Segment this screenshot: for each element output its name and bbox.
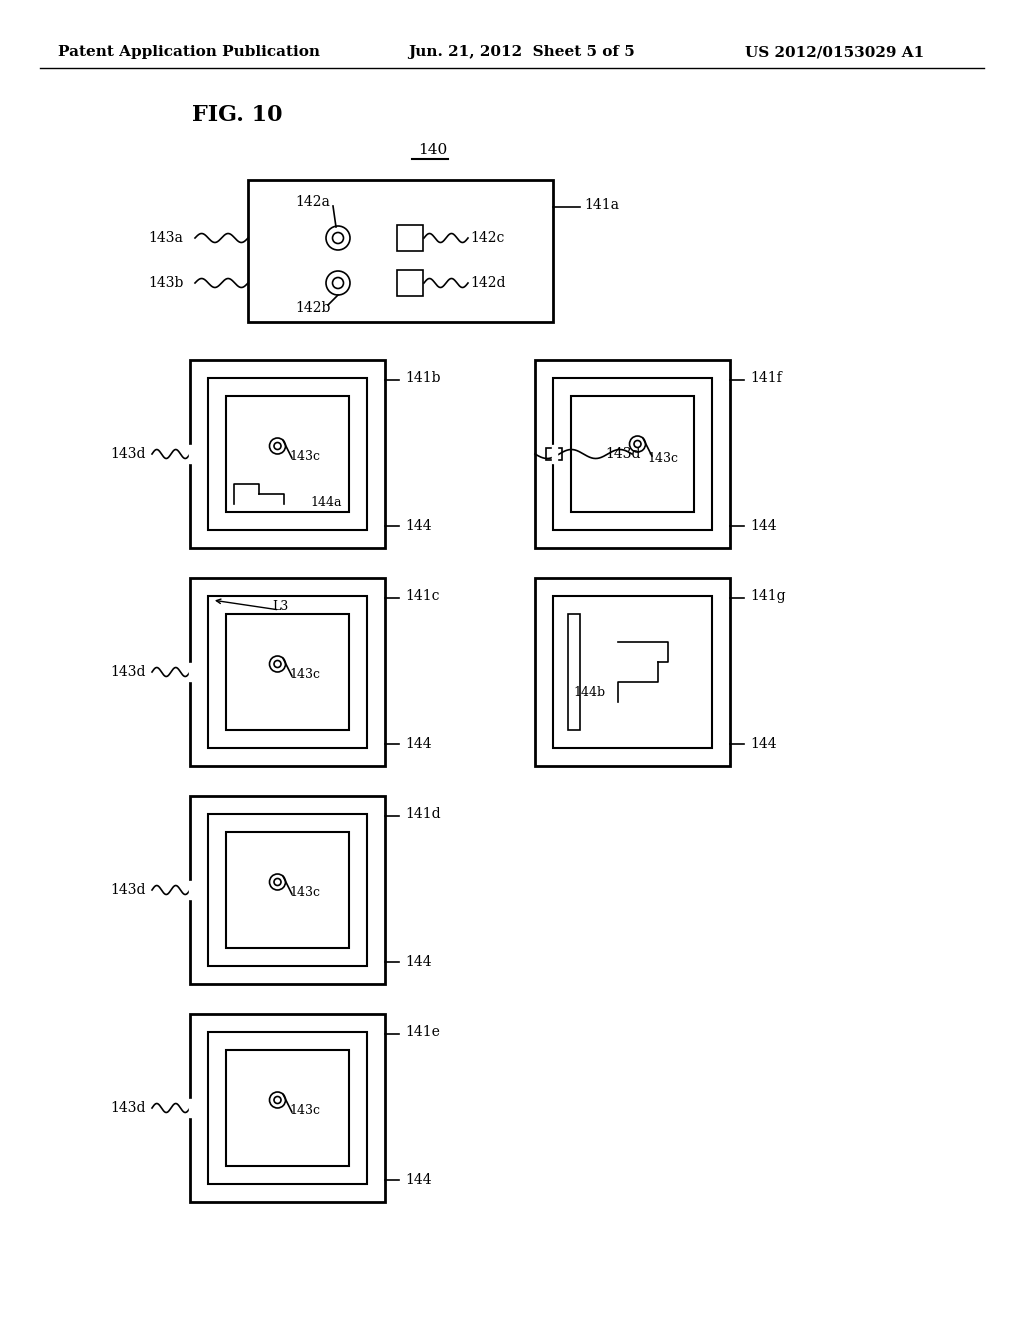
Text: 142c: 142c xyxy=(470,231,505,246)
Text: L3: L3 xyxy=(272,599,289,612)
Text: 141b: 141b xyxy=(406,371,440,385)
Text: 143d: 143d xyxy=(110,1101,145,1115)
Text: 141g: 141g xyxy=(750,589,785,603)
Text: 141a: 141a xyxy=(584,198,618,213)
Bar xyxy=(208,814,367,966)
Circle shape xyxy=(269,1092,286,1107)
Text: 141e: 141e xyxy=(406,1026,440,1039)
Bar xyxy=(553,378,712,531)
Text: 143c: 143c xyxy=(290,886,321,899)
Bar xyxy=(248,180,553,322)
Text: 141f: 141f xyxy=(750,371,781,385)
Circle shape xyxy=(630,436,645,451)
Bar xyxy=(190,360,385,548)
Bar xyxy=(553,597,712,748)
Text: 143c: 143c xyxy=(290,450,321,462)
Bar xyxy=(546,447,562,459)
Bar xyxy=(208,378,367,531)
Text: US 2012/0153029 A1: US 2012/0153029 A1 xyxy=(745,45,925,59)
Text: 143c: 143c xyxy=(290,1104,321,1117)
Bar xyxy=(208,1032,367,1184)
Text: 143d: 143d xyxy=(605,447,640,461)
Bar xyxy=(568,614,580,730)
Text: Patent Application Publication: Patent Application Publication xyxy=(58,45,319,59)
Bar xyxy=(226,396,349,512)
Bar xyxy=(208,597,367,748)
Text: 140: 140 xyxy=(418,143,447,157)
Circle shape xyxy=(269,874,286,890)
Bar xyxy=(190,1014,385,1203)
Text: 143d: 143d xyxy=(110,447,145,461)
Text: 144b: 144b xyxy=(573,685,605,698)
Text: 143d: 143d xyxy=(110,665,145,678)
Bar xyxy=(226,832,349,948)
Text: Jun. 21, 2012  Sheet 5 of 5: Jun. 21, 2012 Sheet 5 of 5 xyxy=(408,45,635,59)
Text: 142b: 142b xyxy=(295,301,331,315)
Circle shape xyxy=(326,271,350,294)
Text: 144: 144 xyxy=(750,519,776,533)
Bar xyxy=(190,796,385,983)
Text: 143b: 143b xyxy=(148,276,183,290)
Text: 142a: 142a xyxy=(295,195,330,209)
Text: 144: 144 xyxy=(406,954,432,969)
Text: 143a: 143a xyxy=(148,231,183,246)
Bar xyxy=(535,360,730,548)
Circle shape xyxy=(326,226,350,249)
Bar xyxy=(190,578,385,766)
Text: 142d: 142d xyxy=(470,276,506,290)
Text: 144a: 144a xyxy=(310,496,341,510)
Text: 144: 144 xyxy=(406,1173,432,1187)
Text: 143c: 143c xyxy=(647,453,679,466)
Text: 141c: 141c xyxy=(406,589,439,603)
Text: 141d: 141d xyxy=(406,807,440,821)
Bar xyxy=(571,396,694,512)
Text: 144: 144 xyxy=(406,519,432,533)
Bar xyxy=(397,271,423,296)
Circle shape xyxy=(269,656,286,672)
Bar xyxy=(226,1049,349,1166)
Text: 143c: 143c xyxy=(290,668,321,681)
Text: 144: 144 xyxy=(406,737,432,751)
Bar xyxy=(226,614,349,730)
Text: 144: 144 xyxy=(750,737,776,751)
Text: 143d: 143d xyxy=(110,883,145,898)
Bar xyxy=(397,224,423,251)
Bar xyxy=(535,578,730,766)
Text: FIG. 10: FIG. 10 xyxy=(193,104,283,125)
Circle shape xyxy=(269,438,286,454)
